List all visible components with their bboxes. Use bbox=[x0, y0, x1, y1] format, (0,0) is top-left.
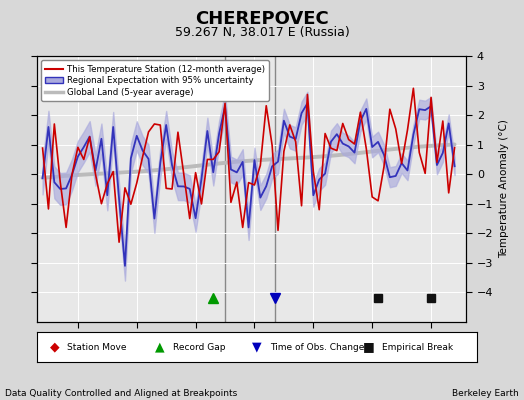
Y-axis label: Temperature Anomaly (°C): Temperature Anomaly (°C) bbox=[499, 120, 509, 258]
Text: 59.267 N, 38.017 E (Russia): 59.267 N, 38.017 E (Russia) bbox=[174, 26, 350, 39]
Text: CHEREPOVEC: CHEREPOVEC bbox=[195, 10, 329, 28]
Text: ■: ■ bbox=[363, 340, 375, 354]
Text: Station Move: Station Move bbox=[68, 342, 127, 352]
Text: Berkeley Earth: Berkeley Earth bbox=[452, 389, 519, 398]
Legend: This Temperature Station (12-month average), Regional Expectation with 95% uncer: This Temperature Station (12-month avera… bbox=[41, 60, 269, 101]
Text: Empirical Break: Empirical Break bbox=[382, 342, 453, 352]
Text: ▼: ▼ bbox=[252, 340, 261, 354]
Text: Data Quality Controlled and Aligned at Breakpoints: Data Quality Controlled and Aligned at B… bbox=[5, 389, 237, 398]
Text: ◆: ◆ bbox=[49, 340, 59, 354]
Text: Record Gap: Record Gap bbox=[173, 342, 226, 352]
Text: Time of Obs. Change: Time of Obs. Change bbox=[270, 342, 364, 352]
Text: ▲: ▲ bbox=[155, 340, 165, 354]
